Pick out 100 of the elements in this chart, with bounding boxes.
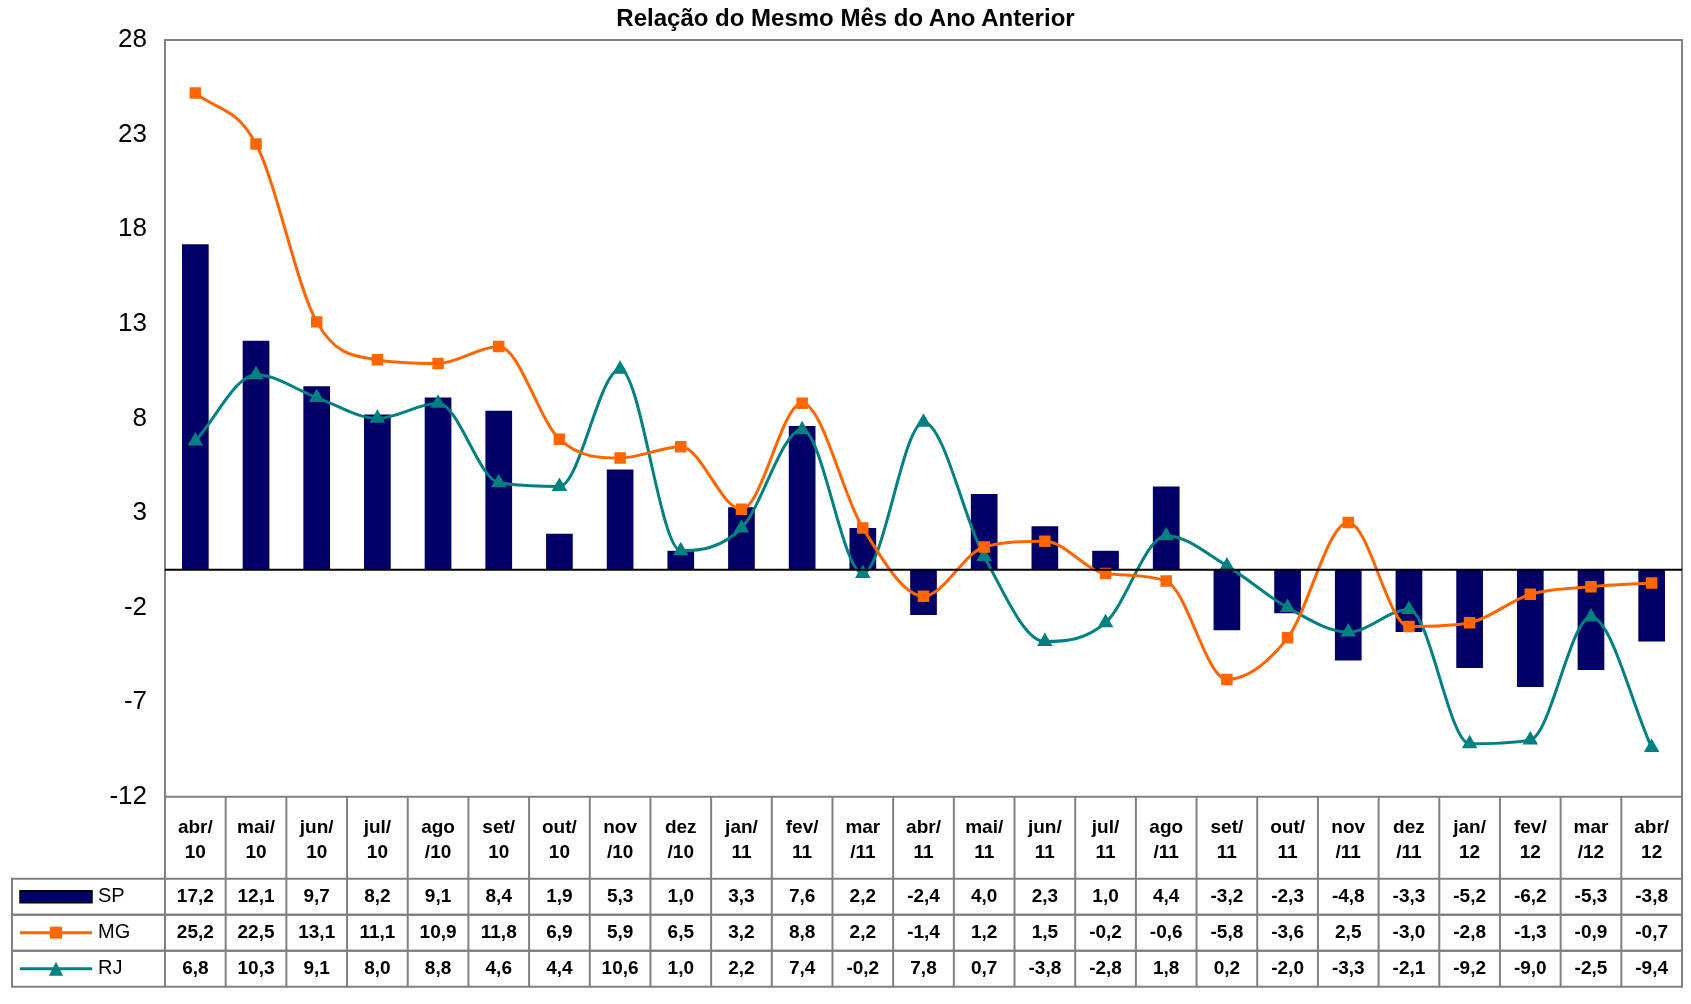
- data-label: -5,8: [1210, 920, 1244, 942]
- point: [1585, 580, 1597, 593]
- point: [1159, 528, 1173, 541]
- bar: [1638, 569, 1666, 642]
- data-label: 6,8: [182, 956, 209, 978]
- x-tick-label: dez /10: [664, 815, 697, 863]
- data-label: -3,3: [1392, 884, 1426, 906]
- point: [1098, 615, 1113, 628]
- data-label: -2,3: [1271, 884, 1304, 906]
- data-label: 2,2: [849, 884, 877, 906]
- data-label: 10,6: [601, 956, 639, 978]
- point: [188, 433, 203, 446]
- data-label: 10,3: [237, 956, 275, 978]
- data-label: 2,2: [849, 920, 877, 942]
- bar: [1516, 569, 1544, 687]
- y-tick-label: 8: [132, 401, 147, 432]
- point: [310, 390, 324, 403]
- data-label: 17,2: [176, 884, 214, 906]
- point: [614, 452, 626, 464]
- point: [1342, 516, 1354, 529]
- point: [916, 414, 931, 427]
- y-tick-label: 23: [118, 117, 147, 148]
- data-label: 4,4: [1153, 884, 1180, 906]
- y-tick-label: 13: [118, 306, 147, 337]
- point: [1645, 577, 1658, 589]
- data-label: 13,1: [298, 920, 336, 942]
- x-tick-label: jan/ 11: [724, 815, 759, 863]
- data-label: -9,2: [1453, 956, 1486, 978]
- legend-label: RJ: [98, 956, 123, 979]
- y-tick-label: -12: [109, 779, 147, 810]
- bar: [1213, 569, 1241, 631]
- bar: [424, 397, 452, 570]
- data-label: 6,9: [546, 920, 573, 942]
- point: [1523, 732, 1537, 745]
- bar: [364, 414, 391, 570]
- y-tick-label: 3: [132, 496, 147, 527]
- data-label: 5,3: [606, 884, 634, 906]
- data-label: -2,1: [1392, 956, 1426, 978]
- data-label: -3,6: [1271, 920, 1304, 942]
- point: [493, 340, 505, 353]
- point: [1038, 634, 1052, 647]
- x-tick-label: jun/ 11: [1026, 815, 1063, 863]
- data-label: -0,9: [1574, 920, 1608, 942]
- bar: [606, 469, 634, 570]
- point: [1524, 588, 1537, 601]
- point: [310, 316, 323, 328]
- point: [432, 357, 444, 370]
- y-tick-label: -7: [123, 685, 147, 716]
- point: [795, 422, 809, 435]
- data-label: -0,7: [1635, 920, 1669, 942]
- data-label: 12,1: [237, 884, 275, 906]
- data-label: 0,7: [970, 956, 998, 978]
- point: [735, 503, 748, 515]
- data-label: 11,1: [359, 920, 396, 942]
- point: [734, 520, 749, 533]
- data-label: -3,0: [1392, 920, 1426, 942]
- data-label: 10,9: [419, 920, 457, 942]
- point: [250, 138, 262, 150]
- point: [613, 361, 627, 374]
- x-tick-label: out/ 10: [542, 815, 578, 863]
- x-tick-label: ago /11: [1149, 815, 1184, 863]
- bar: [242, 340, 270, 570]
- x-tick-label: fev/ 12: [1513, 815, 1548, 863]
- point: [1584, 609, 1598, 622]
- data-label: 7,6: [788, 884, 816, 906]
- data-label: 8,2: [364, 884, 391, 906]
- bar: [1456, 569, 1483, 669]
- data-label: -2,8: [1089, 956, 1122, 978]
- data-label: 22,5: [237, 920, 275, 942]
- data-label: -3,2: [1210, 884, 1244, 906]
- data-label: -6,2: [1513, 884, 1547, 906]
- data-label: -3,3: [1331, 956, 1365, 978]
- point: [978, 541, 990, 553]
- data-label: 2,2: [728, 956, 755, 978]
- data-label: 9,7: [303, 884, 330, 906]
- data-label: 1,8: [1153, 956, 1180, 978]
- data-label: 1,0: [1092, 884, 1119, 906]
- x-tick-label: mar /12: [1573, 815, 1610, 863]
- data-label: 9,1: [424, 884, 452, 906]
- data-label: 3,3: [728, 884, 755, 906]
- point: [1644, 740, 1659, 753]
- data-label: -3,8: [1635, 884, 1669, 906]
- y-tick-label: -2: [123, 590, 147, 621]
- data-label: 2,3: [1031, 884, 1059, 906]
- data-label: -0,2: [1089, 920, 1122, 942]
- bar: [181, 244, 209, 570]
- data-label: 4,6: [485, 956, 512, 978]
- point: [189, 87, 202, 99]
- data-label: -9,0: [1513, 956, 1547, 978]
- data-label: -5,2: [1453, 884, 1486, 906]
- x-tick-label: set/ 10: [482, 815, 516, 863]
- point: [1341, 624, 1355, 637]
- bar: [788, 425, 816, 570]
- point: [856, 565, 870, 578]
- x-tick-label: ago /10: [421, 815, 455, 863]
- data-label: -9,4: [1635, 956, 1669, 978]
- data-label: 1,0: [667, 884, 694, 906]
- x-tick-label: mai/ 11: [965, 815, 1004, 863]
- x-tick-label: dez /11: [1393, 815, 1425, 863]
- data-label: 6,5: [667, 920, 695, 942]
